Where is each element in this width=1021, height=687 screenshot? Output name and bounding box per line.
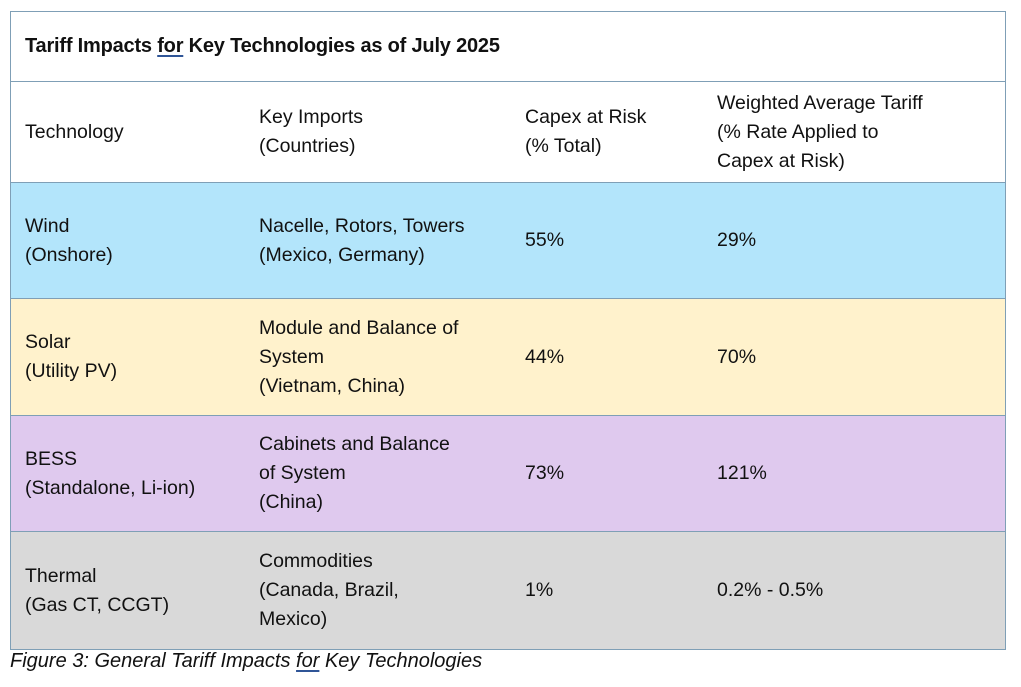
cell-capex-at-risk: 55%: [525, 229, 565, 251]
figure-caption: Figure 3: General Tariff Impacts for Key…: [10, 650, 482, 673]
cell-weighted-average-tariff: 29%: [717, 229, 757, 251]
table-row-bess: BESS (Standalone, Li-ion) Cabinets and B…: [11, 416, 1005, 532]
cell-weighted-average-tariff: 70%: [717, 345, 757, 368]
title-text-end: Key Technologies as of July 2025: [183, 35, 500, 57]
cell-technology: Thermal (Gas CT, CCGT): [25, 564, 170, 616]
cell-capex-at-risk: 44%: [525, 345, 565, 368]
title-text-start: Tariff Impacts: [25, 35, 158, 57]
caption-text-end: Key Technologies: [319, 650, 483, 672]
cell-technology: Wind (Onshore): [25, 214, 113, 266]
header-capex-at-risk: Capex at Risk (% Total): [525, 106, 647, 157]
cell-key-imports: Cabinets and Balance of System (China): [259, 433, 450, 513]
title-underlined-word: for: [157, 35, 184, 57]
table-row-solar: Solar (Utility PV) Module and Balance of…: [11, 299, 1005, 416]
cell-key-imports: Commodities (Canada, Brazil, Mexico): [259, 550, 399, 630]
header-row: Technology Key Imports (Countries) Capex…: [11, 82, 1005, 183]
caption-text-start: Figure 3: General Tariff Impacts: [10, 650, 297, 672]
cell-key-imports: Nacelle, Rotors, Towers (Mexico, Germany…: [259, 214, 465, 266]
cell-technology: Solar (Utility PV): [25, 331, 118, 382]
table-title-row: Tariff Impacts for Key Technologies as o…: [11, 12, 1005, 82]
header-technology: Technology: [25, 120, 124, 143]
caption-underlined-word: for: [296, 650, 320, 672]
cell-weighted-average-tariff: 0.2% - 0.5%: [717, 579, 824, 601]
cell-technology: BESS (Standalone, Li-ion): [25, 447, 196, 499]
cell-capex-at-risk: 1%: [525, 579, 554, 601]
header-key-imports: Key Imports (Countries): [259, 106, 364, 157]
table-row-thermal: Thermal (Gas CT, CCGT) Commodities (Cana…: [11, 532, 1005, 649]
table-row-wind: Wind (Onshore) Nacelle, Rotors, Towers (…: [11, 183, 1005, 299]
tariff-impacts-table: Tariff Impacts for Key Technologies as o…: [10, 11, 1006, 650]
header-weighted-average-tariff: Weighted Average Tariff (% Rate Applied …: [717, 91, 923, 172]
cell-key-imports: Module and Balance of System (Vietnam, C…: [259, 316, 459, 397]
cell-weighted-average-tariff: 121%: [717, 462, 767, 484]
table-title: Tariff Impacts for Key Technologies as o…: [25, 35, 500, 58]
cell-capex-at-risk: 73%: [525, 462, 565, 484]
